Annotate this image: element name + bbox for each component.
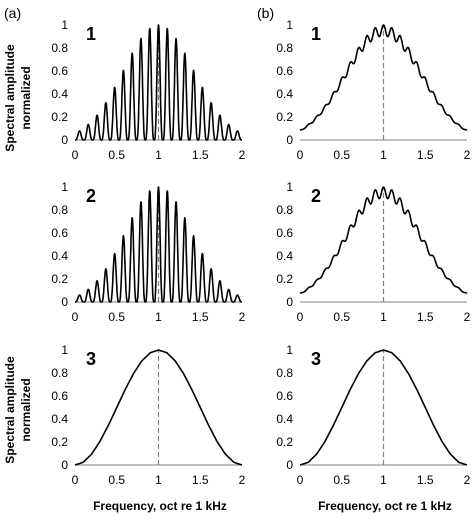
x-tick-label: 0.5 (108, 473, 125, 487)
y-tick-label: 0.6 (276, 389, 293, 403)
y-tick-label: 1 (286, 18, 293, 32)
y-tick-label: 0.6 (276, 64, 293, 78)
y-tick-label: 0.8 (276, 366, 293, 380)
chart-panel: 0 0.2 0.4 0.6 0.8 1 0 0.5 1 1.5 2 2 (276, 180, 470, 324)
x-axis-label-a: Frequency, oct re 1 kHz (93, 499, 227, 513)
y-tick-label: 0 (61, 458, 68, 472)
y-tick-label: 0 (61, 133, 68, 147)
y-tick-label: 0.2 (276, 272, 293, 286)
y-axis-label-row3-line2: normalized (19, 378, 33, 441)
y-tick-label: 0.8 (51, 41, 68, 55)
y-tick-label: 0.6 (51, 389, 68, 403)
x-tick-label: 0 (297, 310, 304, 324)
spectrum-line (74, 349, 243, 466)
x-tick-label: 0 (72, 310, 79, 324)
chart-number-label: 2 (86, 186, 96, 206)
y-tick-label: 1 (61, 343, 68, 357)
x-tick-label: 1.5 (417, 473, 434, 487)
x-tick-label: 0.5 (333, 310, 350, 324)
y-tick-label: 0.8 (276, 203, 293, 217)
x-tick-label: 2 (239, 310, 246, 324)
y-tick-label: 0.4 (51, 87, 68, 101)
x-tick-label: 2 (464, 148, 471, 162)
x-axis-label-b: Frequency, oct re 1 kHz (318, 499, 452, 513)
y-tick-label: 0 (286, 295, 293, 309)
panel-label-a: (a) (4, 5, 21, 21)
x-tick-label: 2 (464, 473, 471, 487)
y-tick-label: 0.6 (51, 64, 68, 78)
y-tick-label: 0.8 (276, 41, 293, 55)
x-tick-label: 0 (297, 148, 304, 162)
y-tick-label: 1 (61, 18, 68, 32)
chart-number-label: 2 (311, 186, 321, 206)
spectrum-line (74, 186, 243, 303)
y-tick-label: 0.4 (276, 412, 293, 426)
x-tick-label: 1 (380, 148, 387, 162)
x-tick-label: 1 (155, 148, 162, 162)
chart-number-label: 3 (86, 349, 96, 369)
y-tick-label: 0.4 (276, 87, 293, 101)
y-tick-label: 0.2 (51, 435, 68, 449)
y-tick-label: 1 (61, 180, 68, 194)
x-tick-label: 0.5 (333, 473, 350, 487)
x-tick-label: 0 (72, 148, 79, 162)
x-tick-label: 2 (464, 310, 471, 324)
y-tick-label: 1 (286, 343, 293, 357)
chart-number-label: 1 (86, 24, 96, 44)
x-tick-label: 1 (380, 473, 387, 487)
chart-panel: 0 0.2 0.4 0.6 0.8 1 0 0.5 1 1.5 2 1 (51, 18, 245, 162)
x-tick-label: 2 (239, 148, 246, 162)
y-tick-label: 0.8 (51, 203, 68, 217)
y-tick-label: 0 (286, 458, 293, 472)
x-tick-label: 0 (72, 473, 79, 487)
chart-panel: 0 0.2 0.4 0.6 0.8 1 0 0.5 1 1.5 2 1 (276, 18, 470, 162)
chart-number-label: 1 (311, 24, 321, 44)
y-tick-label: 0.4 (276, 249, 293, 263)
y-tick-label: 0.4 (51, 249, 68, 263)
x-tick-label: 0 (297, 473, 304, 487)
panel-label-b: (b) (257, 5, 274, 21)
x-tick-label: 1.5 (417, 310, 434, 324)
y-axis-label-row3-line1: Spectral amplitude (3, 356, 17, 464)
y-tick-label: 0.2 (51, 272, 68, 286)
x-tick-label: 1.5 (192, 148, 209, 162)
x-tick-label: 1.5 (192, 310, 209, 324)
y-axis-label-row1-line1: Spectral amplitude (3, 44, 17, 152)
x-tick-label: 1.5 (417, 148, 434, 162)
y-tick-label: 0.6 (276, 226, 293, 240)
chart-panel: 0 0.2 0.4 0.6 0.8 1 0 0.5 1 1.5 2 2 (51, 180, 245, 324)
x-tick-label: 1 (155, 310, 162, 324)
chart-panel: 0 0.2 0.4 0.6 0.8 1 0 0.5 1 1.5 2 3 (276, 343, 470, 487)
y-tick-label: 0.6 (51, 226, 68, 240)
spectrum-line (299, 24, 468, 131)
y-tick-label: 0.4 (51, 412, 68, 426)
x-tick-label: 2 (239, 473, 246, 487)
spectrum-line (74, 24, 243, 141)
y-tick-label: 0.2 (276, 110, 293, 124)
y-axis-label-row1-line2: normalized (19, 66, 33, 129)
x-tick-label: 0.5 (108, 148, 125, 162)
y-tick-label: 0 (61, 295, 68, 309)
x-tick-label: 0.5 (333, 148, 350, 162)
y-tick-label: 0.8 (51, 366, 68, 380)
y-tick-label: 0.2 (276, 435, 293, 449)
spectrum-line (299, 186, 468, 294)
x-tick-label: 1 (380, 310, 387, 324)
y-tick-label: 0.2 (51, 110, 68, 124)
x-tick-label: 1.5 (192, 473, 209, 487)
chart-panel: 0 0.2 0.4 0.6 0.8 1 0 0.5 1 1.5 2 3 (51, 343, 245, 487)
chart-number-label: 3 (311, 349, 321, 369)
x-tick-label: 1 (155, 473, 162, 487)
x-tick-label: 0.5 (108, 310, 125, 324)
y-tick-label: 1 (286, 180, 293, 194)
y-tick-label: 0 (286, 133, 293, 147)
spectrum-line (299, 349, 468, 466)
